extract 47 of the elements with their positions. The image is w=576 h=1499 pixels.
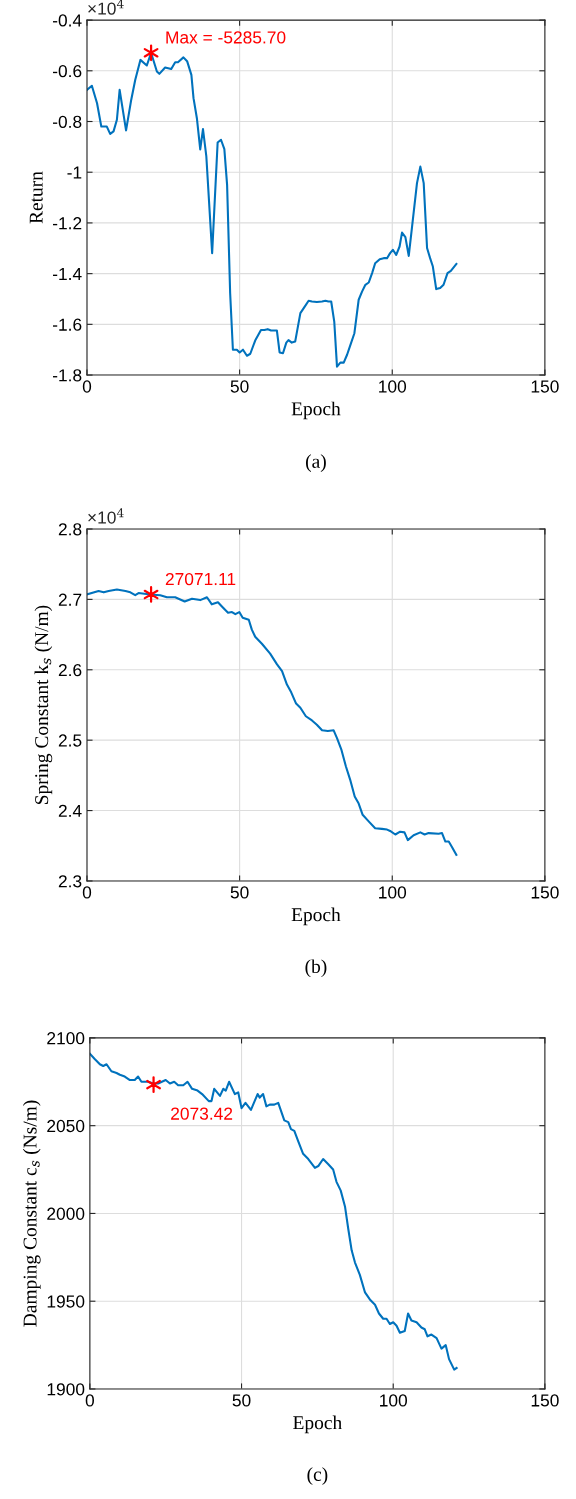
- x-tick-label: 100: [380, 1394, 408, 1407]
- x-tick-label: 0: [82, 886, 92, 899]
- y-tick-label: 2.5: [58, 734, 82, 747]
- x-tick-label: 0: [85, 1394, 95, 1407]
- y-tick-label: -0.4: [52, 14, 82, 27]
- x-tick-label: 100: [379, 886, 407, 899]
- y-tick-label: 2.8: [58, 523, 82, 536]
- y-tick-label: 1900: [47, 1383, 85, 1396]
- y-axis-title: Return: [29, 171, 43, 224]
- x-tick-label: 50: [232, 1394, 251, 1407]
- x-tick-label: 0: [82, 380, 92, 393]
- text: (c): [307, 1467, 328, 1485]
- y-tick-label: 1950: [47, 1295, 85, 1308]
- y-tick-label: -1.4: [52, 267, 82, 280]
- y-axis-title: Damping Constant c$_{s}$ (Ns/m): [22, 1100, 41, 1327]
- x-tick-label: 150: [531, 886, 559, 899]
- x-tick-label: 150: [531, 380, 559, 393]
- x-tick-label: 50: [230, 380, 249, 393]
- x-axis-title: Epoch: [291, 401, 341, 420]
- x-tick-label: 50: [230, 886, 249, 899]
- annotation: Max = -5285.70: [166, 31, 286, 44]
- y-tick-label: -0.6: [52, 64, 82, 78]
- y-tick-label: -1.2: [52, 217, 82, 230]
- y-tick-label: 2100: [47, 1032, 85, 1045]
- x-tick-label: 150: [531, 1394, 559, 1407]
- line-series: [86, 588, 458, 856]
- y-tick-label: 2.3: [58, 875, 82, 888]
- x-tick-label: 100: [379, 380, 407, 393]
- y-tick-label: 2050: [47, 1119, 85, 1133]
- text: (b): [305, 959, 327, 978]
- annotation: 2073.42: [171, 1107, 233, 1120]
- text: (a): [306, 454, 326, 472]
- y-tick-label: 2.7: [58, 593, 82, 606]
- y-tick-label: -1: [67, 166, 82, 179]
- y-tick-label: 2.6: [58, 663, 82, 677]
- annotation: 27071.11: [165, 572, 236, 586]
- x-axis-title: Epoch: [291, 907, 341, 926]
- line-series: [89, 1052, 458, 1371]
- text: ×10$^{4}$: [88, 0, 124, 15]
- text: ×10$^{4}$: [88, 508, 124, 524]
- y-tick-label: -1.6: [52, 318, 82, 331]
- y-tick-label: -0.8: [52, 115, 82, 128]
- y-tick-label: 2000: [47, 1207, 85, 1220]
- x-axis-title: Epoch: [293, 1415, 342, 1434]
- y-axis-title: Spring Constant k$_{s}$ (N/m): [34, 605, 53, 805]
- y-tick-label: -1.8: [52, 369, 82, 382]
- y-tick-label: 2.4: [58, 804, 82, 817]
